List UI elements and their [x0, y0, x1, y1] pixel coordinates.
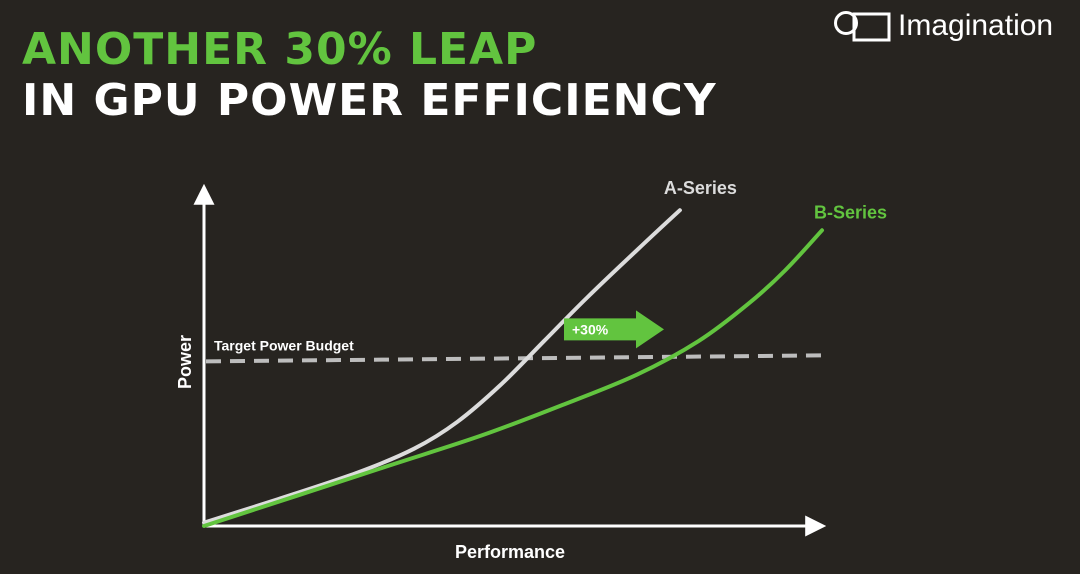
y-axis-title: Power: [175, 335, 195, 389]
target-power-budget-line: [205, 353, 825, 364]
imagination-logo-icon: [834, 11, 891, 42]
target-power-budget-label: Target Power Budget: [214, 337, 354, 353]
a-series-line: [202, 208, 682, 525]
headline-line-2: IN GPU POWER EFFICIENCY: [22, 75, 717, 126]
logo-text: Imagination: [898, 9, 1054, 42]
improvement-arrow: [564, 310, 664, 349]
x-axis-title: Performance: [455, 542, 565, 562]
headline-line-1: ANOTHER 30% LEAP: [22, 24, 538, 75]
b-series-line: [202, 228, 824, 528]
b-series-label: B-Series: [814, 202, 887, 222]
imagination-logo: Imagination: [834, 6, 1053, 46]
improvement-label: +30%: [572, 321, 609, 337]
a-series-label: A-Series: [664, 178, 737, 198]
